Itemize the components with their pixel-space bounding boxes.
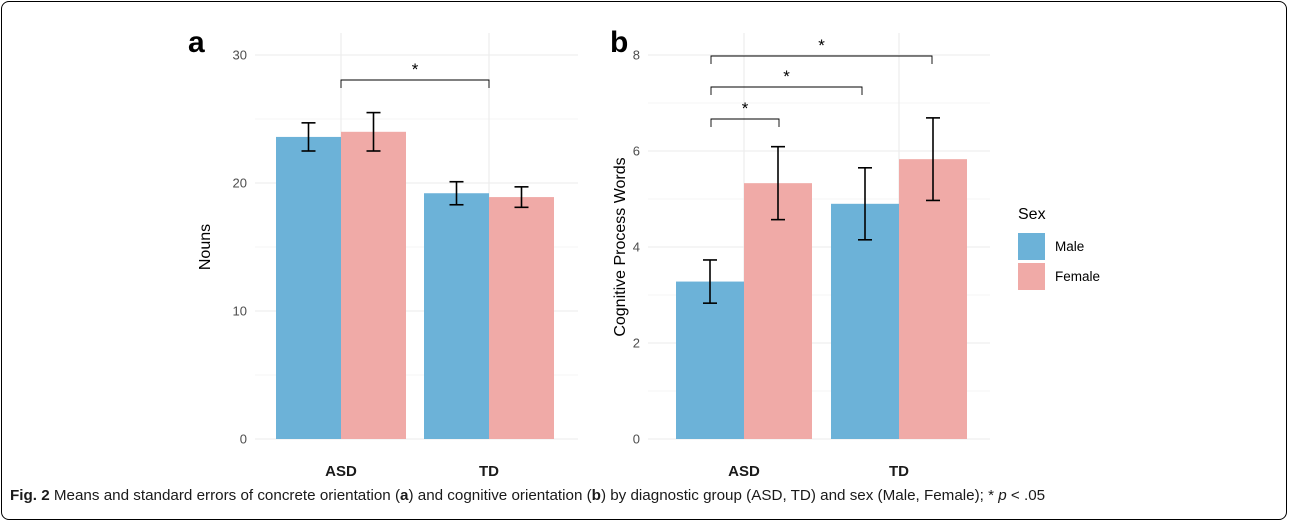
caption-panel-a-ref: a	[400, 487, 409, 504]
panel-b-bar-asd-male	[676, 281, 744, 439]
panel-b-ytick-label: 2	[633, 336, 640, 351]
panel-a-ytick-label: 0	[240, 432, 247, 447]
panel-a-bar-td-female	[489, 197, 554, 439]
panel-a: 0 10 20 30 ASD TD Nouns a *	[188, 26, 578, 480]
caption-p-symbol: p	[998, 487, 1007, 504]
panel-b-bar-td-male	[831, 203, 899, 439]
panel-b-bar-td-female	[899, 159, 967, 439]
caption-panel-b-ref: b	[591, 487, 601, 504]
panel-b-ytick-label: 8	[633, 48, 640, 63]
caption-text-1: Means and standard errors of concrete or…	[49, 487, 401, 504]
caption-text-4: < .05	[1006, 487, 1046, 504]
caption-text-3: ) by diagnostic group (ASD, TD) and sex …	[600, 487, 999, 504]
panel-a-significance-star: *	[412, 60, 419, 79]
panel-b-ylabel: Cognitive Process Words	[612, 157, 629, 336]
panel-b-significance-bracket	[710, 86, 863, 95]
panel-b-ytick-label: 4	[633, 240, 640, 255]
panel-b-ytick-label: 0	[633, 432, 640, 447]
legend: Sex Male Female	[1018, 206, 1100, 290]
panel-b-letter: b	[610, 26, 628, 59]
panel-a-significance-bracket	[340, 79, 490, 88]
figure-caption: Fig. 2 Means and standard errors of conc…	[10, 487, 1285, 504]
legend-title: Sex	[1018, 206, 1046, 223]
panel-b-significance-star: *	[742, 99, 749, 118]
panel-b-significance-star: *	[818, 36, 825, 55]
panel-a-category-label: TD	[479, 463, 499, 480]
panel-b-significance-bracket	[710, 118, 780, 127]
panel-a-ytick-label: 20	[233, 176, 247, 191]
panel-a-bar-asd-female	[341, 131, 406, 440]
panel-a-ytick-label: 30	[233, 48, 247, 63]
legend-label-male: Male	[1055, 239, 1084, 254]
panel-b: 0 2 4 6 8 ASD TD Cognitive Process Words b * * *	[610, 26, 990, 480]
caption-lead: Fig. 2	[10, 487, 50, 504]
panel-b-category-label: ASD	[728, 463, 760, 480]
legend-swatch-male	[1018, 233, 1045, 260]
panel-a-ylabel: Nouns	[197, 224, 214, 270]
legend-label-female: Female	[1055, 269, 1100, 284]
panel-a-category-label: ASD	[325, 463, 357, 480]
caption-text-2: ) and cognitive orientation (	[408, 487, 592, 504]
panel-b-bar-asd-female	[744, 183, 812, 439]
panel-a-ytick-label: 10	[233, 304, 247, 319]
panel-a-bar-asd-male	[276, 136, 341, 440]
panel-a-letter: a	[188, 26, 205, 59]
legend-swatch-female	[1018, 263, 1045, 290]
panel-a-bar-td-male	[424, 193, 489, 439]
panel-b-category-label: TD	[889, 463, 909, 480]
panel-b-significance-bracket	[710, 55, 933, 64]
figure-canvas: 0 10 20 30 ASD TD Nouns a * 0 2 4 6 8 ASD TD Cognitive …	[188, 26, 1100, 480]
panel-b-ytick-label: 6	[633, 144, 640, 159]
panel-b-significance-star: *	[783, 67, 790, 86]
